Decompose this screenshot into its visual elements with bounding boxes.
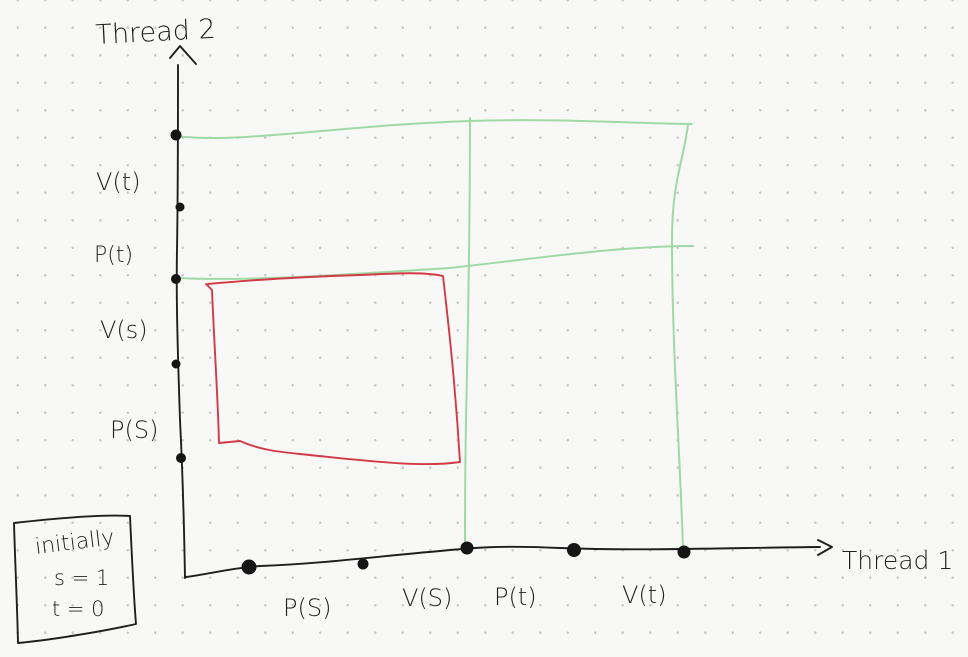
initially-t-value: t = 0 (52, 597, 105, 621)
initially-box (13, 514, 137, 644)
green-line-vertical-vs (464, 117, 471, 546)
x-event-dot-pt (567, 543, 581, 557)
green-line-vertical-vt (671, 123, 689, 551)
y-event-dot-ps (171, 359, 181, 369)
green-line-top (175, 119, 693, 140)
y-event-dot-vt (170, 129, 182, 141)
x-label-ps: P(S) (283, 594, 331, 622)
y-label-ps: P(S) (110, 416, 158, 444)
y-label-pt: P(t) (94, 243, 133, 268)
green-line-middle (175, 245, 694, 280)
y-axis-label: Thread 2 (95, 14, 217, 51)
y-label-vt: V(t) (96, 168, 141, 196)
x-label-vt: V(t) (622, 581, 667, 609)
forbidden-region (205, 272, 461, 466)
initially-title: initially (34, 525, 116, 560)
x-axis-arrowhead (817, 539, 833, 556)
x-label-pt: P(t) (494, 583, 537, 611)
x-axis-label: Thread 1 (842, 546, 953, 575)
y-label-vs: V(s) (100, 316, 148, 344)
y-event-dot-pt (175, 202, 185, 212)
x-label-vs: V(S) (402, 584, 452, 612)
y-event-dot-vs (171, 274, 181, 284)
x-event-dot-vt (677, 545, 691, 559)
x-event-dot-vs (460, 541, 474, 555)
initially-s-value: s = 1 (54, 566, 109, 590)
x-axis (185, 545, 821, 578)
y-event-dot-start (176, 453, 186, 463)
x-event-dot-start (241, 559, 257, 575)
y-axis (175, 64, 186, 579)
x-event-dot-ps (357, 558, 369, 570)
y-axis-arrowhead (169, 45, 197, 65)
